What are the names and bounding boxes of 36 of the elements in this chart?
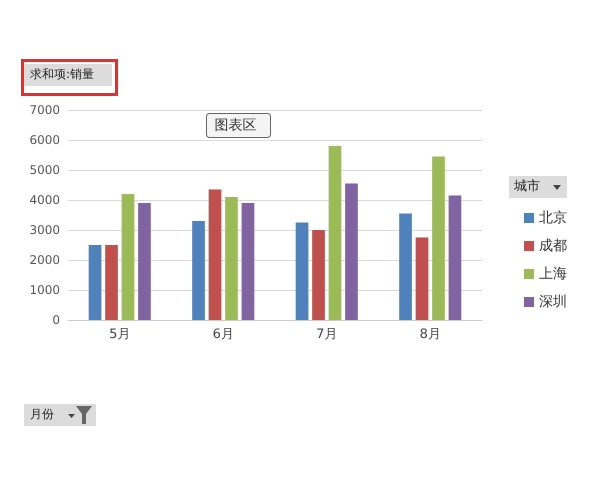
bar <box>432 156 445 320</box>
y-tick-label: 4000 <box>29 193 60 207</box>
bar <box>416 238 428 320</box>
bar <box>312 230 325 320</box>
x-tick-label: 8月 <box>420 327 441 342</box>
legend-label: 成都 <box>539 238 567 254</box>
bar <box>105 245 118 320</box>
x-tick-label: 6月 <box>212 327 234 342</box>
legend-label: 北京 <box>539 210 567 226</box>
y-tick-label: 1000 <box>29 283 60 297</box>
y-axis-title: 求和项:销量 <box>30 67 94 81</box>
bar <box>242 203 254 320</box>
bar <box>208 190 222 320</box>
text: 月份 <box>30 407 54 421</box>
bar <box>138 203 151 320</box>
bar <box>122 194 134 320</box>
y-tick-label: 7000 <box>29 103 60 117</box>
x-tick-label: 5月 <box>109 327 130 342</box>
legend-label: 深圳 <box>539 294 567 310</box>
y-tick-label: 3000 <box>29 223 60 237</box>
legend-label: 上海 <box>539 266 567 282</box>
legend-title: 城市 <box>513 179 540 194</box>
bar <box>328 146 342 320</box>
bar <box>225 197 238 320</box>
annotation: 图表区 <box>214 118 256 134</box>
bar <box>88 245 102 320</box>
x-tick-label: 7月 <box>316 327 338 342</box>
y-tick-label: 6000 <box>29 133 60 147</box>
bar <box>296 222 308 320</box>
bar <box>192 221 205 320</box>
y-tick-label: 5000 <box>29 163 60 177</box>
y-tick-label: 2000 <box>29 253 60 267</box>
bar <box>448 196 462 320</box>
bar <box>399 214 412 320</box>
y-tick-label: 0 <box>52 313 60 327</box>
bar <box>345 184 358 320</box>
